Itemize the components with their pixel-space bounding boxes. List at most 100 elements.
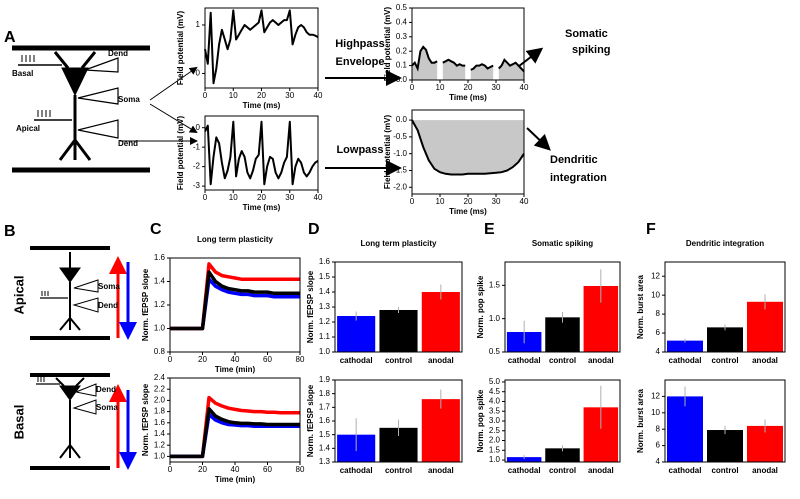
x-tick-label: control [711,356,738,365]
y-tick-label: 0 [196,69,201,78]
x-tick-label: 60 [263,465,272,474]
x-tick-label: control [711,466,738,475]
schematic-label: Dend [96,385,116,394]
x-tick-label: cathodal [669,356,702,365]
y-tick-label: -1.0 [393,149,407,158]
x-axis-label: Time (ms) [449,93,487,102]
y-tick-label: 4.0 [489,397,501,406]
x-tick-label: 10 [436,83,445,92]
y-tick-label: 1.0 [154,324,166,333]
y-tick-label: 12 [651,271,660,280]
x-axis-label: Time (min) [215,365,256,374]
y-tick-label: 10 [651,290,660,299]
line [204,9,319,85]
bar [421,399,460,462]
x-tick-label: 0 [410,83,415,92]
y-axis-label: Field potential (mV) [176,116,185,191]
x-tick-label: 60 [263,355,272,364]
plot-frame [664,261,786,353]
arrow [526,127,551,151]
area-fill [412,120,524,175]
y-tick-label: 0.0 [396,75,408,84]
y-axis-label: Norm. pop spike [476,389,485,452]
x-axis-label: Time (ms) [243,203,281,212]
y-tick-label: -2 [193,162,201,171]
y-tick-label: 1.5 [489,280,501,289]
panel-label: D [308,221,320,238]
x-tick-label: control [549,356,576,365]
panel-label: A [4,29,16,46]
y-tick-label: 0.2 [396,46,408,55]
y-tick-label: 1.4 [154,429,166,438]
schematic-a [12,45,198,173]
y-tick-label: 1.3 [319,457,331,466]
schematic-label: Soma [96,403,118,412]
bar [379,310,418,352]
y-axis-label: Norm. burst area [636,388,645,453]
x-tick-label: control [385,356,412,365]
x-tick-label: 20 [198,465,207,474]
x-tick-label: anodal [752,356,778,365]
y-tick-label: 1.9 [319,375,331,384]
panel-label: B [4,223,16,240]
y-tick-label: 4 [656,347,661,356]
bar [707,430,743,462]
line [170,407,300,459]
x-tick-label: 0 [168,355,173,364]
x-tick-label: anodal [588,466,614,475]
x-tick-label: 20 [257,91,266,100]
x-tick-label: cathodal [340,356,373,365]
bar [545,317,580,352]
filter-label: Envelope [336,56,385,68]
x-tick-label: 20 [464,83,473,92]
x-tick-label: 30 [492,83,501,92]
line [204,120,319,186]
y-axis-label: Norm. fEPSP slope [141,383,150,456]
schematic-b [30,246,137,470]
x-tick-label: 80 [296,355,305,364]
y-tick-label: 2.4 [154,373,166,382]
y-tick-label: 0.0 [396,115,408,124]
y-tick-label: 1.5 [319,272,331,281]
filter-label: Highpass [335,38,385,50]
panel-label: F [646,221,656,238]
y-tick-label: 1.1 [319,332,331,341]
x-tick-label: 30 [492,197,501,206]
schematic-label: Soma [118,95,140,104]
y-axis-label: Norm. pop spike [476,275,485,338]
schematic-label: Dend [118,139,138,148]
bar [421,292,460,352]
y-tick-label: -0.5 [393,132,407,141]
y-tick-label: 3.0 [489,416,501,425]
y-tick-label: 1.6 [154,418,166,427]
x-tick-label: control [549,466,576,475]
output-label: Somatic [565,28,608,40]
x-tick-label: 0 [203,91,208,100]
y-tick-label: 1.5 [319,430,331,439]
y-tick-label: 6 [656,328,661,337]
x-tick-label: 40 [520,197,529,206]
y-tick-label: 3.5 [489,406,501,415]
bar [667,340,703,352]
y-tick-label: 4.5 [489,387,501,396]
y-tick-label: 1.5 [489,445,501,454]
y-tick-label: 1.6 [319,416,331,425]
x-axis-label: Time (ms) [449,207,487,216]
area-fill [470,64,494,80]
chart-title: Dendritic integration [686,239,764,248]
x-tick-label: 10 [229,91,238,100]
line [411,119,525,176]
x-tick-label: 20 [257,193,266,202]
y-tick-label: 1.4 [319,287,331,296]
x-tick-label: 0 [410,197,415,206]
y-tick-label: 1.3 [319,302,331,311]
x-tick-label: cathodal [669,466,702,475]
plot-frame [204,7,319,89]
schematic-label: Basal [12,69,33,78]
bar [337,316,376,352]
x-tick-label: anodal [428,356,454,365]
y-tick-label: 0.3 [396,32,408,41]
x-tick-label: 40 [231,465,240,474]
y-tick-label: 1.0 [489,455,501,464]
y-tick-label: 6 [656,441,661,450]
